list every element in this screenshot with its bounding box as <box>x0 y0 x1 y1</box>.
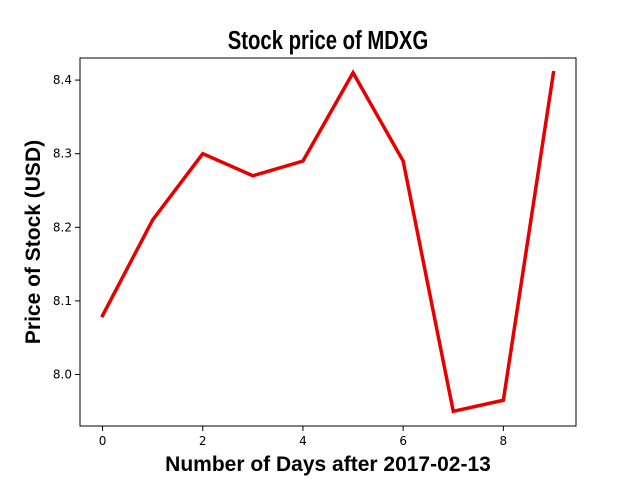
series-layer <box>100 69 556 414</box>
chart-title: Stock price of MDXG <box>228 26 428 55</box>
data-point <box>453 411 454 412</box>
x-axis: 0 2 4 6 8 <box>99 426 507 448</box>
x-axis-label: Number of Days after 2017-02-13 <box>165 453 491 476</box>
data-point <box>302 161 303 162</box>
data-point <box>553 72 554 73</box>
y-axis-label: Price of Stock (USD) <box>22 140 45 344</box>
y-tick-label: 8.3 <box>53 147 72 161</box>
data-point <box>353 72 354 73</box>
y-tick-label: 8.2 <box>53 220 72 234</box>
x-tick-label: 4 <box>299 434 307 448</box>
data-point <box>403 161 404 162</box>
x-tick-label: 6 <box>399 434 407 448</box>
data-point <box>503 400 504 401</box>
data-point <box>252 175 253 176</box>
y-tick-label: 8.4 <box>53 73 72 87</box>
data-point <box>202 153 203 154</box>
y-tick-label: 8.0 <box>53 367 72 381</box>
data-point <box>152 219 153 220</box>
price-line <box>100 69 556 414</box>
plot-frame <box>79 57 577 427</box>
y-axis: 8.0 8.1 8.2 8.3 8.4 <box>53 73 80 381</box>
x-tick-label: 2 <box>199 434 207 448</box>
data-point <box>102 315 103 316</box>
x-tick-label: 8 <box>500 434 508 448</box>
plot-area <box>79 57 577 427</box>
x-tick-label: 0 <box>99 434 107 448</box>
y-tick-label: 8.1 <box>53 294 72 308</box>
